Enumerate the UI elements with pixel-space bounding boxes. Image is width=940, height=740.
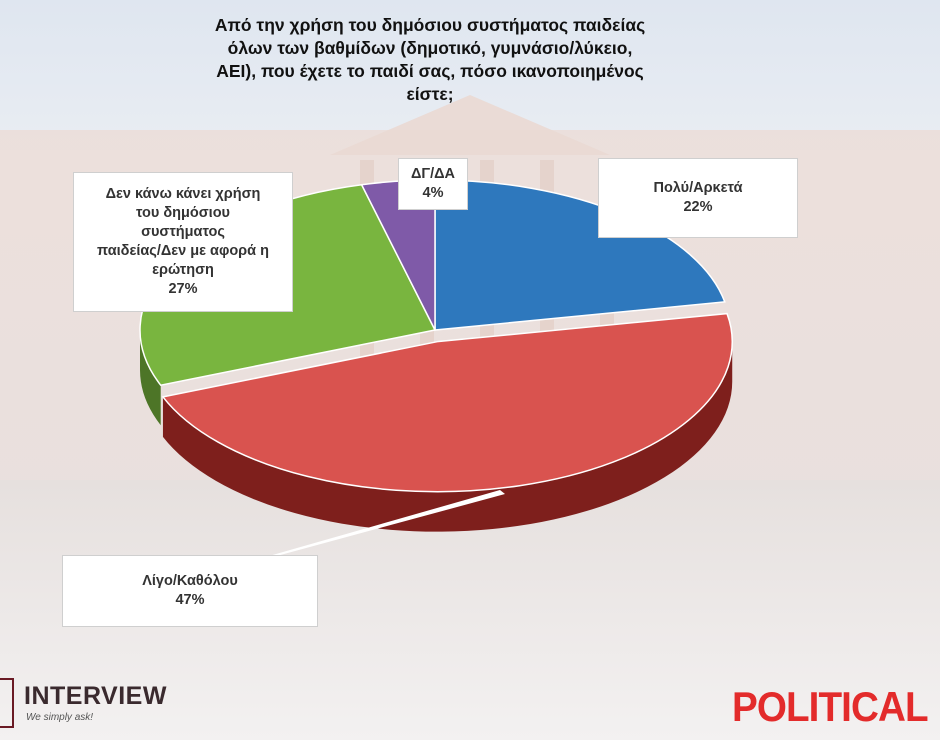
political-logo: POLITICAL bbox=[732, 683, 929, 730]
chart-title-line: Από την χρήση του δημόσιου συστήματος πα… bbox=[214, 15, 646, 35]
slice-label-text: Δεν κάνω κάνει χρήση bbox=[105, 186, 261, 202]
slice-label-text: Πολύ/Αρκετά bbox=[653, 180, 743, 196]
chart-title-line: είστε; bbox=[406, 84, 454, 104]
slice-label-dg-da: ΔΓ/ΔΑ 4% bbox=[398, 158, 468, 210]
slice-label-text: ερώτηση bbox=[152, 262, 214, 278]
slice-label-poly-arketa: Πολύ/Αρκετά 22% bbox=[598, 158, 798, 238]
interview-logo-tagline: We simply ask! bbox=[26, 712, 94, 723]
interview-logo-name: INTERVIEW bbox=[24, 682, 167, 710]
interview-logo: INTERVIEW We simply ask! bbox=[0, 676, 190, 734]
slice-label-text: Λίγο/Καθόλου bbox=[142, 573, 238, 589]
leader-line-ligo-katholou bbox=[255, 490, 505, 560]
pie-slice-47- bbox=[161, 312, 733, 493]
slice-label-value: 27% bbox=[168, 281, 198, 297]
pie-side-47- bbox=[162, 341, 733, 532]
slice-label-value: 4% bbox=[422, 185, 444, 201]
slice-label-text: παιδείας/Δεν με αφορά η bbox=[97, 243, 269, 259]
chart-title: Από την χρήση του δημόσιου συστήματος πα… bbox=[170, 14, 690, 106]
slice-label-den-kano-xrisi: Δεν κάνω κάνει χρήση του δημόσιου συστήμ… bbox=[73, 172, 293, 312]
slice-label-text: ΔΓ/ΔΑ bbox=[410, 166, 456, 182]
interview-logo-mark bbox=[0, 678, 14, 728]
slice-label-text: του δημόσιου bbox=[135, 205, 231, 221]
slice-label-value: 47% bbox=[175, 592, 205, 608]
pie-side-27- bbox=[140, 330, 161, 426]
slice-label-value: 22% bbox=[683, 199, 713, 215]
chart-title-line: όλων των βαθμίδων (δημοτικό, γυμνάσιο/λύ… bbox=[227, 38, 633, 58]
slice-label-text: συστήματος bbox=[141, 224, 225, 240]
slice-label-ligo-katholou: Λίγο/Καθόλου 47% bbox=[62, 555, 318, 627]
chart-title-line: ΑΕΙ), που έχετε το παιδί σας, πόσο ικανο… bbox=[216, 61, 644, 81]
